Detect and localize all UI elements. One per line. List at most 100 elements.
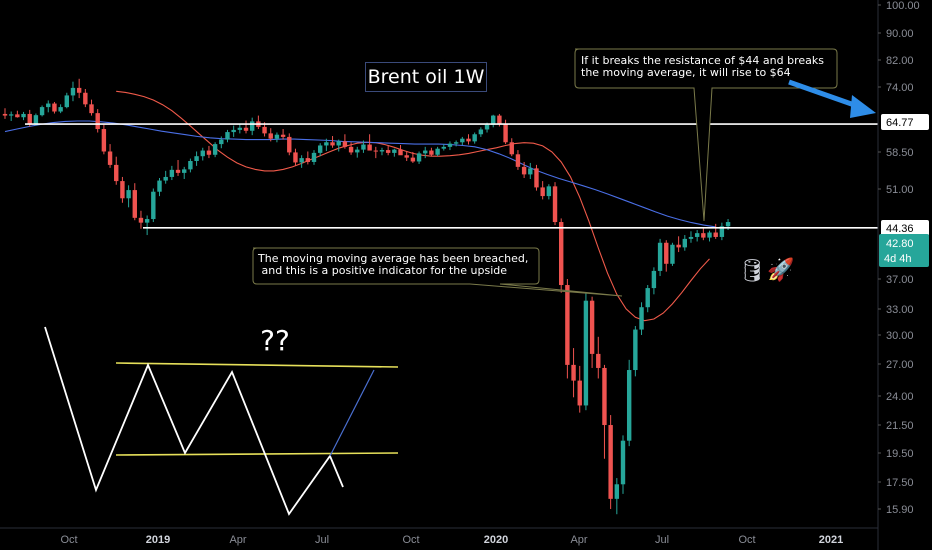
candle-body — [602, 367, 607, 426]
chart-title: Brent oil 1W — [365, 62, 487, 92]
candle-body — [39, 107, 45, 116]
ma-note-text: The moving moving average has been breac… — [258, 253, 538, 277]
candle-body — [194, 156, 199, 161]
time-tick-label: Apr — [229, 534, 246, 546]
ma-callout-box — [252, 247, 623, 297]
ma-note-line-2: and this is a positive indicator for the… — [258, 264, 507, 277]
time-tick-label: Oct — [402, 534, 419, 546]
candle-body — [120, 181, 125, 199]
candle-body — [243, 127, 249, 131]
candle-body — [138, 217, 144, 223]
upside-arrow-shaft — [788, 79, 861, 110]
candle-body — [398, 149, 403, 156]
resistance-callout-box — [574, 48, 838, 222]
candle-body — [670, 244, 675, 264]
time-tick-label: Jul — [655, 534, 669, 546]
candle-body — [126, 190, 131, 199]
candle-body — [95, 113, 100, 130]
candle-body — [583, 300, 589, 406]
candle-body — [552, 186, 558, 223]
price-level-label: 64.77 — [886, 117, 914, 129]
candle-body — [132, 190, 137, 218]
question-marks: ?? — [260, 324, 290, 357]
candle-body — [169, 169, 175, 177]
candle-body — [373, 150, 378, 152]
candle-body — [219, 139, 224, 145]
price-tick-label: 15.90 — [886, 504, 914, 516]
countdown-label: 4d 4h — [884, 253, 912, 265]
candle-body — [188, 160, 193, 170]
candle-body — [107, 151, 113, 165]
candle-body — [348, 146, 354, 153]
candle-body — [163, 176, 168, 181]
price-tick-label: 19.50 — [886, 448, 914, 460]
candle-body — [546, 186, 552, 197]
candle-body — [21, 113, 26, 118]
candle-body — [2, 113, 8, 116]
time-tick-label: Apr — [570, 534, 587, 546]
candle-body — [293, 152, 298, 163]
candle-body — [515, 154, 521, 167]
candle-body — [299, 158, 304, 163]
candle-body — [707, 232, 712, 238]
price-tick-label: 27.00 — [886, 359, 914, 371]
candle-body — [484, 124, 490, 130]
candle-body — [589, 300, 595, 354]
price-level-label: 44.36 — [886, 223, 914, 235]
candle-body — [521, 166, 527, 175]
pattern-zigzag — [44, 326, 344, 516]
candle-body — [447, 143, 453, 147]
resistance-note-line-2: the moving average, it will rise to $64 — [581, 66, 791, 79]
price-tick-label: 58.50 — [886, 147, 914, 159]
candle-body — [491, 115, 496, 125]
candle-body — [626, 370, 632, 441]
upside-arrow-head — [850, 95, 876, 118]
candle-body — [645, 288, 650, 308]
candle-body — [83, 92, 88, 105]
candle-body — [608, 425, 613, 499]
candle-body — [620, 440, 626, 485]
candle-body — [404, 155, 409, 158]
candle-body — [478, 129, 484, 135]
price-tick-label: 17.50 — [886, 477, 914, 489]
price-tick-label: 51.00 — [886, 184, 914, 196]
candle-body — [305, 158, 311, 162]
time-tick-label: 2020 — [484, 534, 508, 546]
candle-body — [336, 141, 341, 146]
candle-body — [633, 329, 638, 371]
candle-body — [509, 142, 514, 155]
candle-body — [70, 87, 76, 96]
candle-body — [361, 144, 366, 150]
resistance-note-text: If it breaks the resistance of $44 and b… — [581, 55, 835, 79]
price-tick-label: 30.00 — [886, 330, 914, 342]
time-tick-label: Jul — [315, 534, 329, 546]
candle-body — [8, 114, 14, 116]
last-price-tag — [879, 234, 929, 267]
candle-body — [46, 103, 51, 108]
candle-body — [151, 191, 156, 220]
candle-body — [682, 238, 687, 248]
candle-body — [15, 114, 20, 118]
candle-body — [250, 121, 255, 131]
candle-body — [311, 152, 317, 162]
price-tick-label: 74.00 — [886, 82, 914, 94]
candle-body — [713, 232, 718, 237]
candle-body — [58, 107, 63, 112]
time-tick-label: 2021 — [819, 534, 843, 546]
resistance-note-line-1: If it breaks the resistance of $44 and b… — [581, 54, 824, 67]
candle-body — [503, 123, 508, 143]
candle-body — [355, 149, 360, 153]
candle-body — [268, 133, 273, 139]
pattern-lower-line — [115, 452, 399, 456]
candle-body — [33, 115, 39, 124]
price-tick-label: 100.00 — [886, 0, 920, 12]
candle-body — [676, 244, 681, 248]
price-tick-label: 37.00 — [886, 274, 914, 286]
candle-body — [262, 126, 267, 134]
candle-body — [664, 242, 669, 264]
price-level-tag — [881, 220, 929, 236]
time-tick-label: Oct — [738, 534, 755, 546]
candle-body — [466, 138, 471, 142]
candle-body — [540, 187, 545, 197]
candle-body — [52, 103, 57, 112]
